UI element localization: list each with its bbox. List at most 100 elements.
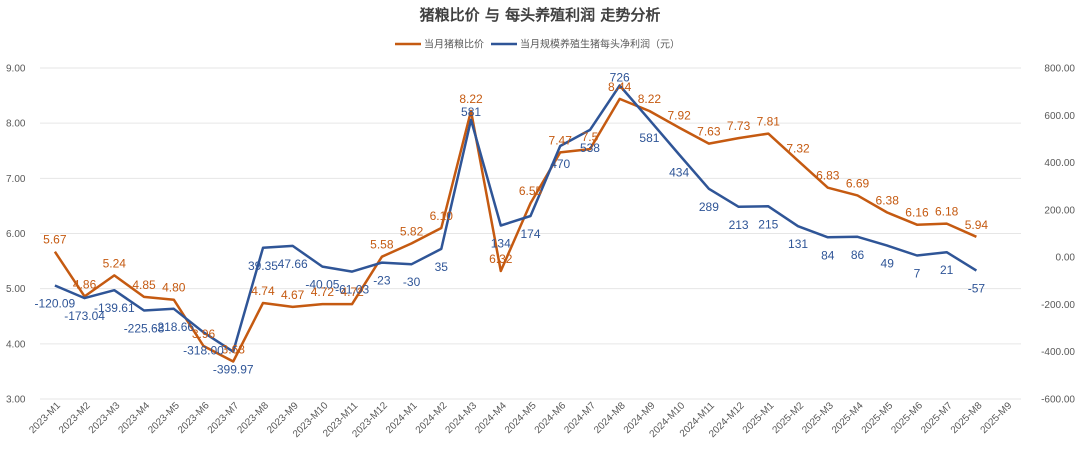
data-label-profit: -23	[373, 274, 391, 288]
data-label-ratio: 5.58	[370, 238, 394, 252]
data-label-ratio: 7.73	[727, 119, 751, 133]
series-line-ratio	[53, 97, 977, 363]
x-tick-label: 2023-M5	[146, 400, 182, 436]
data-label-profit: -318.00	[183, 343, 224, 357]
data-label-ratio: 6.38	[876, 194, 900, 208]
x-tick-label: 2023-M3	[87, 400, 123, 436]
data-label-ratio: 6.16	[905, 206, 929, 220]
data-label-ratio: 4.72	[311, 285, 335, 299]
data-label-ratio: 6.18	[935, 205, 959, 219]
data-label-profit: 39.35	[248, 259, 278, 273]
x-tick-label: 2024-M3	[443, 400, 479, 436]
x-tick-label: 2025-M7	[919, 400, 955, 436]
series-line-profit	[54, 84, 978, 353]
data-label-profit: 213	[729, 218, 749, 232]
x-tick-label: 2023-M6	[176, 400, 212, 436]
data-label-profit: 131	[788, 237, 808, 251]
data-label-ratio: 8.22	[459, 92, 483, 106]
data-label-profit: -225.68	[124, 322, 165, 336]
y-left-tick-label: 7.00	[6, 174, 26, 185]
data-label-profit: 289	[699, 200, 719, 214]
legend: 当月猪粮比价 当月规模养殖生猪每头净利润（元）	[395, 38, 680, 51]
y-right-tick-label: -600.00	[1041, 395, 1075, 406]
y-left-tick-label: 8.00	[6, 119, 26, 130]
data-label-ratio: 6.69	[846, 176, 870, 190]
x-tick-label: 2025-M9	[979, 400, 1015, 436]
x-tick-label: 2025-M1	[741, 400, 777, 436]
data-label-ratio: 6.83	[816, 169, 840, 183]
y-axis-right: -600.00 -400.00 -200.00 0.00 200.00 400.00 600…	[1041, 64, 1075, 406]
x-tick-label: 2024-M6	[533, 400, 569, 436]
legend-label-ratio: 当月猪粮比价	[424, 38, 484, 51]
data-label-profit: 470	[550, 157, 570, 171]
x-tick-label: 2025-M3	[800, 400, 836, 436]
data-label-profit: 134	[491, 236, 511, 250]
y-right-tick-label: 200.00	[1044, 205, 1075, 216]
data-label-ratio: 4.80	[162, 281, 186, 295]
data-label-profit: 49	[881, 257, 895, 271]
data-label-profit: 581	[639, 131, 659, 145]
data-label-ratio: 7.92	[667, 109, 691, 123]
y-left-tick-label: 9.00	[6, 64, 26, 75]
y-right-tick-label: 800.00	[1044, 64, 1075, 75]
data-label-ratio: 5.82	[400, 224, 424, 238]
data-label-profit: 174	[520, 227, 540, 241]
x-tick-label: 2023-M4	[116, 400, 152, 436]
x-tick-label: 2023-M1	[27, 400, 63, 436]
data-label-profit: -173.04	[64, 309, 105, 323]
data-label-profit: -120.09	[35, 297, 76, 311]
data-label-ratio: 8.44	[608, 80, 632, 94]
chart-title: 猪粮比价 与 每头养殖利润 走势分析	[419, 6, 661, 24]
data-label-profit: 215	[758, 217, 778, 231]
x-tick-label: 2024-M1	[384, 400, 420, 436]
y-right-tick-label: -400.00	[1041, 347, 1075, 358]
data-label-ratio: 7.63	[697, 125, 721, 139]
data-label-profit: 434	[669, 166, 689, 180]
y-right-tick-label: 0.00	[1056, 253, 1076, 264]
data-label-profit: 86	[851, 248, 865, 262]
y-left-tick-label: 5.00	[6, 284, 26, 295]
data-label-profit: 538	[580, 141, 600, 155]
data-label-ratio: 6.10	[430, 209, 454, 223]
data-label-ratio: 6.32	[489, 252, 513, 266]
data-label-profit: -30	[403, 275, 421, 289]
x-tick-label: 2024-M5	[503, 400, 539, 436]
data-label-profit: -139.61	[94, 301, 135, 315]
x-tick-label: 2024-M2	[414, 400, 450, 436]
series-lines	[53, 84, 978, 363]
data-label-profit: 47.66	[278, 257, 308, 271]
data-label-ratio: 5.24	[103, 256, 127, 270]
y-left-tick-label: 3.00	[6, 395, 26, 406]
data-label-ratio: 7.5	[582, 130, 599, 144]
x-tick-label: 2024-M4	[473, 400, 509, 436]
data-label-ratio: 8.22	[638, 92, 662, 106]
data-label-profit: -61.03	[335, 283, 369, 297]
y-right-tick-label: 400.00	[1044, 158, 1075, 169]
x-tick-label: 2025-M8	[949, 400, 985, 436]
x-tick-label: 2025-M2	[770, 400, 806, 436]
y-right-tick-label: -200.00	[1041, 300, 1075, 311]
data-label-ratio: 6.55	[519, 184, 543, 198]
data-label-ratio: 4.67	[281, 288, 305, 302]
data-label-profit: 21	[940, 263, 954, 277]
y-right-tick-label: 600.00	[1044, 111, 1075, 122]
data-label-ratio: 7.81	[757, 115, 781, 129]
data-label-profit: 35	[435, 260, 449, 274]
data-label-ratio: 4.72	[340, 285, 364, 299]
x-tick-label: 2025-M5	[860, 400, 896, 436]
data-label-ratio: 3.68	[222, 342, 246, 356]
data-label-profit: -40.05	[305, 278, 339, 292]
y-left-tick-label: 4.00	[6, 339, 26, 350]
x-tick-label: 2023-M7	[206, 400, 242, 436]
x-tick-label: 2025-M4	[830, 400, 866, 436]
legend-label-profit: 当月规模养殖生猪每头净利润（元）	[520, 38, 680, 51]
y-left-tick-label: 6.00	[6, 229, 26, 240]
data-label-ratio: 7.47	[549, 133, 573, 147]
y-axis-left: 3.00 4.00 5.00 6.00 7.00 8.00 9.00	[6, 64, 26, 406]
data-label-profit: 726	[610, 70, 630, 84]
data-label-profit: 84	[821, 248, 835, 262]
x-tick-label: 2025-M6	[889, 400, 925, 436]
data-label-profit: 7	[914, 266, 921, 280]
data-labels: 5.67 4.86 5.24 4.85 4.80 3.96 3.68 4.74 4.67 4.72…	[35, 70, 989, 376]
